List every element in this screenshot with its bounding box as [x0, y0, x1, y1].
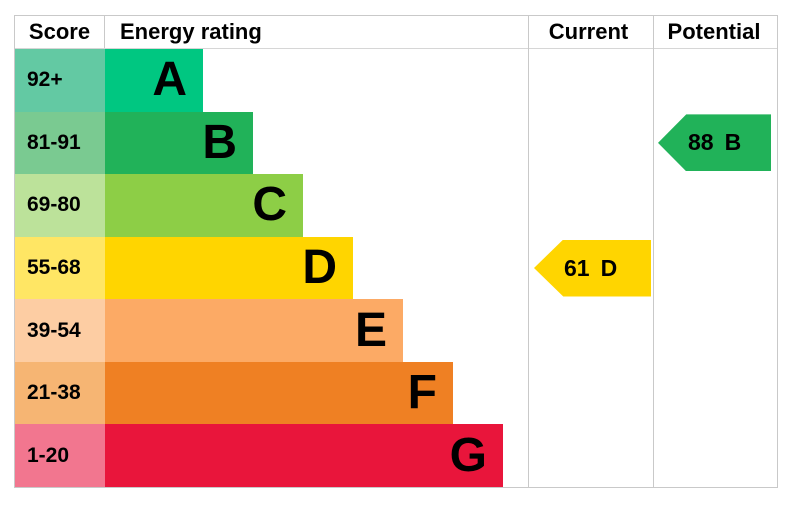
band-bar-a: A [105, 49, 203, 112]
current-rating-arrow: 61 D [534, 239, 651, 297]
header-potential: Potential [667, 19, 761, 44]
current-rating-grade: D [600, 254, 618, 281]
band-bar-f: F [105, 361, 453, 425]
band-bar-e: E [105, 299, 403, 362]
band-row-g: 1-20 G [15, 424, 777, 488]
epc-table: Score Energy rating Current Potential 92… [14, 15, 778, 488]
band-letter: B [202, 115, 237, 169]
band-bar-c: C [105, 174, 303, 237]
band-row-b: 81-91 B [15, 111, 777, 175]
column-divider-potential [653, 16, 654, 487]
band-letter: E [354, 303, 387, 357]
band-letter: D [302, 241, 337, 295]
column-divider-current [528, 16, 529, 487]
potential-rating-arrow: 88 B [658, 114, 771, 172]
potential-rating-value: 88 [688, 129, 714, 156]
header-current: Current [548, 19, 629, 44]
band-row-c: 69-80 C [15, 174, 777, 237]
band-bar-b: B [105, 111, 253, 175]
score-cell: 39-54 [15, 299, 105, 362]
score-cell: 1-20 [15, 424, 105, 488]
score-cell: 92+ [15, 49, 105, 112]
band-row-a: 92+ A [15, 49, 777, 112]
current-rating-value: 61 [564, 254, 590, 281]
potential-rating-grade: B [724, 129, 742, 156]
header-score: Score [15, 16, 105, 48]
score-cell: 55-68 [15, 236, 105, 300]
score-cell: 21-38 [15, 361, 105, 425]
band-row-f: 21-38 F [15, 361, 777, 425]
score-cell: 81-91 [15, 111, 105, 175]
band-bar-g: G [105, 424, 503, 488]
band-letter: A [152, 53, 187, 107]
band-rows: 92+ A 81-91 B 69-80 C 55-68 D 39-54 E 21… [15, 49, 777, 488]
band-letter: C [252, 178, 287, 232]
band-row-d: 55-68 D [15, 236, 777, 300]
header-energy-rating: Energy rating [120, 19, 262, 44]
band-row-e: 39-54 E [15, 299, 777, 362]
table-header: Score Energy rating Current Potential [15, 16, 777, 49]
score-cell: 69-80 [15, 174, 105, 237]
band-letter: G [449, 428, 487, 482]
band-bar-d: D [105, 236, 353, 300]
band-letter: F [407, 366, 437, 420]
